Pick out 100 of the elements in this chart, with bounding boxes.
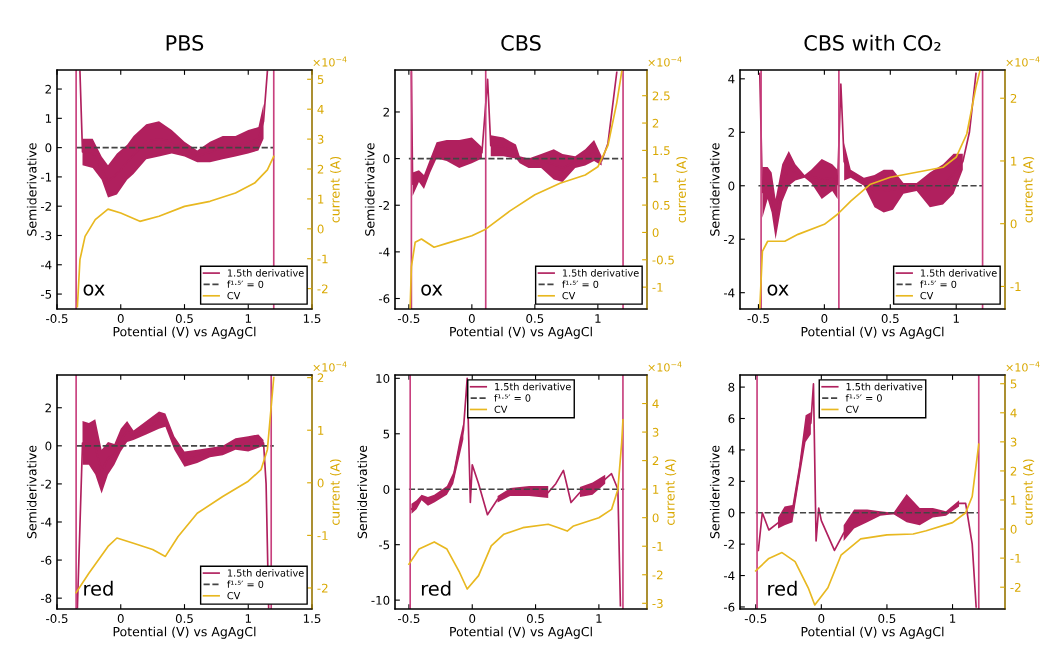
y-tick-label: 2 (383, 107, 389, 117)
legend-label: f¹·⁵′ = 0 (562, 280, 599, 288)
x-tick-label: 1 (596, 614, 602, 623)
x-tick-label: -0.5 (397, 614, 420, 623)
y2-tick-label: -1 (652, 542, 663, 551)
y-tick-label: 10 (376, 374, 390, 383)
x-tick-label: 0 (117, 614, 124, 623)
y-tick-label: 0 (45, 441, 52, 451)
y-tick-label: -2 (40, 201, 51, 211)
y2-tick-label: -1 (652, 283, 663, 292)
y-tick-label: -5 (378, 540, 390, 550)
y-axis-title: Semiderivative (26, 445, 37, 539)
x-tick-label: 0.5 (175, 614, 193, 623)
y-tick-label: -5 (40, 289, 52, 299)
y2-tick-label: 3 (652, 427, 659, 437)
line-series (754, 443, 980, 606)
y2-tick-label: 2 (317, 164, 324, 174)
y2-axis-title: current (A) (330, 459, 342, 525)
x-tick-label: 1.5 (303, 614, 321, 623)
y-tick-label: -4 (723, 288, 735, 298)
legend-label: f¹·⁵′ = 0 (227, 580, 264, 588)
legend-label: 1.5th derivative (227, 269, 304, 277)
y-tick-label: -2 (378, 200, 389, 210)
y-axis-title: Semiderivative (26, 143, 37, 236)
text: ×10$^{−4}$ (313, 56, 347, 67)
x-tick-label: 1 (245, 314, 251, 323)
x-axis-title: Potential (V) vs AgAgCl (113, 626, 256, 639)
y-axis-title: Semiderivative (709, 445, 720, 539)
y-tick-label: -6 (40, 555, 52, 565)
x-tick-label: 0 (469, 614, 476, 623)
y2-tick-label: 2 (1010, 466, 1017, 476)
x-tick-label: 1 (953, 314, 959, 323)
legend-label: 1.5th derivative (495, 382, 571, 391)
y2-tick-label: -1 (1010, 554, 1021, 563)
annotation: ox (83, 284, 105, 296)
y2-tick-label: 1 (318, 194, 324, 204)
y-tick-label: -2 (723, 539, 734, 549)
x-tick-label: 0 (468, 314, 475, 323)
y2-tick-label: -3 (652, 599, 663, 608)
y2-axis-title: current (A) (1023, 156, 1035, 223)
line-series (410, 377, 622, 607)
legend-label: 1.5th derivative (920, 269, 997, 277)
x-tick-label: 0.5 (526, 314, 544, 323)
text: ×10$^{−4}$ (313, 361, 347, 372)
y2-tick-label: 1 (318, 426, 324, 435)
x-tick-label: 0.5 (881, 314, 899, 323)
x-axis-title: Potential (V) vs AgAgCl (801, 326, 944, 339)
y2-tick-label: 4 (317, 105, 324, 114)
y-tick-label: 4 (728, 74, 735, 84)
y-tick-label: 2 (728, 477, 734, 486)
y2-tick-label: 5 (1010, 379, 1017, 389)
y2-tick-label: 0 (317, 224, 324, 234)
y-tick-label: 4 (728, 445, 735, 455)
x-axis-title: Potential (V) vs AgAgCl (801, 626, 944, 639)
x-tick-label: 0 (821, 314, 828, 323)
x-tick-label: 1.5 (303, 314, 321, 323)
legend-label: CV (846, 405, 859, 414)
y-tick-label: -4 (723, 571, 735, 581)
x-tick-label: -0.5 (747, 314, 769, 323)
y-tick-label: -3 (40, 231, 52, 241)
y-tick-label: -4 (40, 260, 52, 270)
y2-tick-label: 1.5 (653, 146, 670, 156)
y-tick-label: 0 (45, 143, 52, 153)
y-tick-label: -1 (40, 172, 52, 182)
y-tick-label: -2 (40, 479, 51, 489)
annotation: red (768, 580, 797, 596)
y2-axis-title: current (A) (676, 156, 688, 223)
y-tick-label: -6 (723, 602, 735, 612)
y2-tick-label: -2 (652, 570, 663, 580)
y2-tick-label: 3 (317, 134, 324, 144)
y2-axis-title: current (A) (1023, 459, 1035, 525)
annotation: ox (421, 284, 443, 296)
y2-tick-label: -1 (1010, 282, 1021, 291)
y2-tick-label: 2 (652, 456, 659, 466)
y2-tick-label: 0 (652, 513, 659, 523)
y2-tick-label: -2 (317, 583, 328, 593)
text: ×10$^{−4}$ (648, 56, 682, 67)
x-tick-label: -0.5 (397, 314, 420, 323)
y2-tick-label: 4 (652, 399, 659, 409)
x-tick-label: 0 (117, 314, 124, 323)
y-tick-label: 1 (45, 114, 52, 123)
legend-label: f¹·⁵′ = 0 (845, 394, 882, 402)
y2-tick-label: 4 (1010, 408, 1017, 418)
y-tick-label: -4 (40, 517, 52, 527)
x-axis-title: Potential (V) vs AgAgCl (113, 326, 256, 339)
x-axis-title: Potential (V) vs AgAgCl (450, 626, 592, 639)
legend-label: f¹·⁵′ = 0 (920, 280, 957, 288)
x-tick-label: 0.5 (526, 614, 544, 623)
legend-label: 1.5th derivative (562, 269, 639, 277)
legend-label: 1.5th derivative (846, 382, 923, 391)
annotation: red (421, 580, 451, 596)
x-tick-label: -0.5 (46, 614, 68, 623)
x-tick-label: 1 (950, 614, 956, 623)
legend-label: 1.5th derivative (227, 569, 304, 577)
x-tick-label: 0.5 (175, 314, 193, 323)
legend-label: CV (494, 405, 508, 414)
y2-tick-label: 5 (317, 75, 324, 84)
x-tick-label: 1 (595, 314, 601, 323)
y2-tick-label: 1 (1011, 495, 1017, 505)
y2-tick-label: 1 (1011, 156, 1017, 166)
